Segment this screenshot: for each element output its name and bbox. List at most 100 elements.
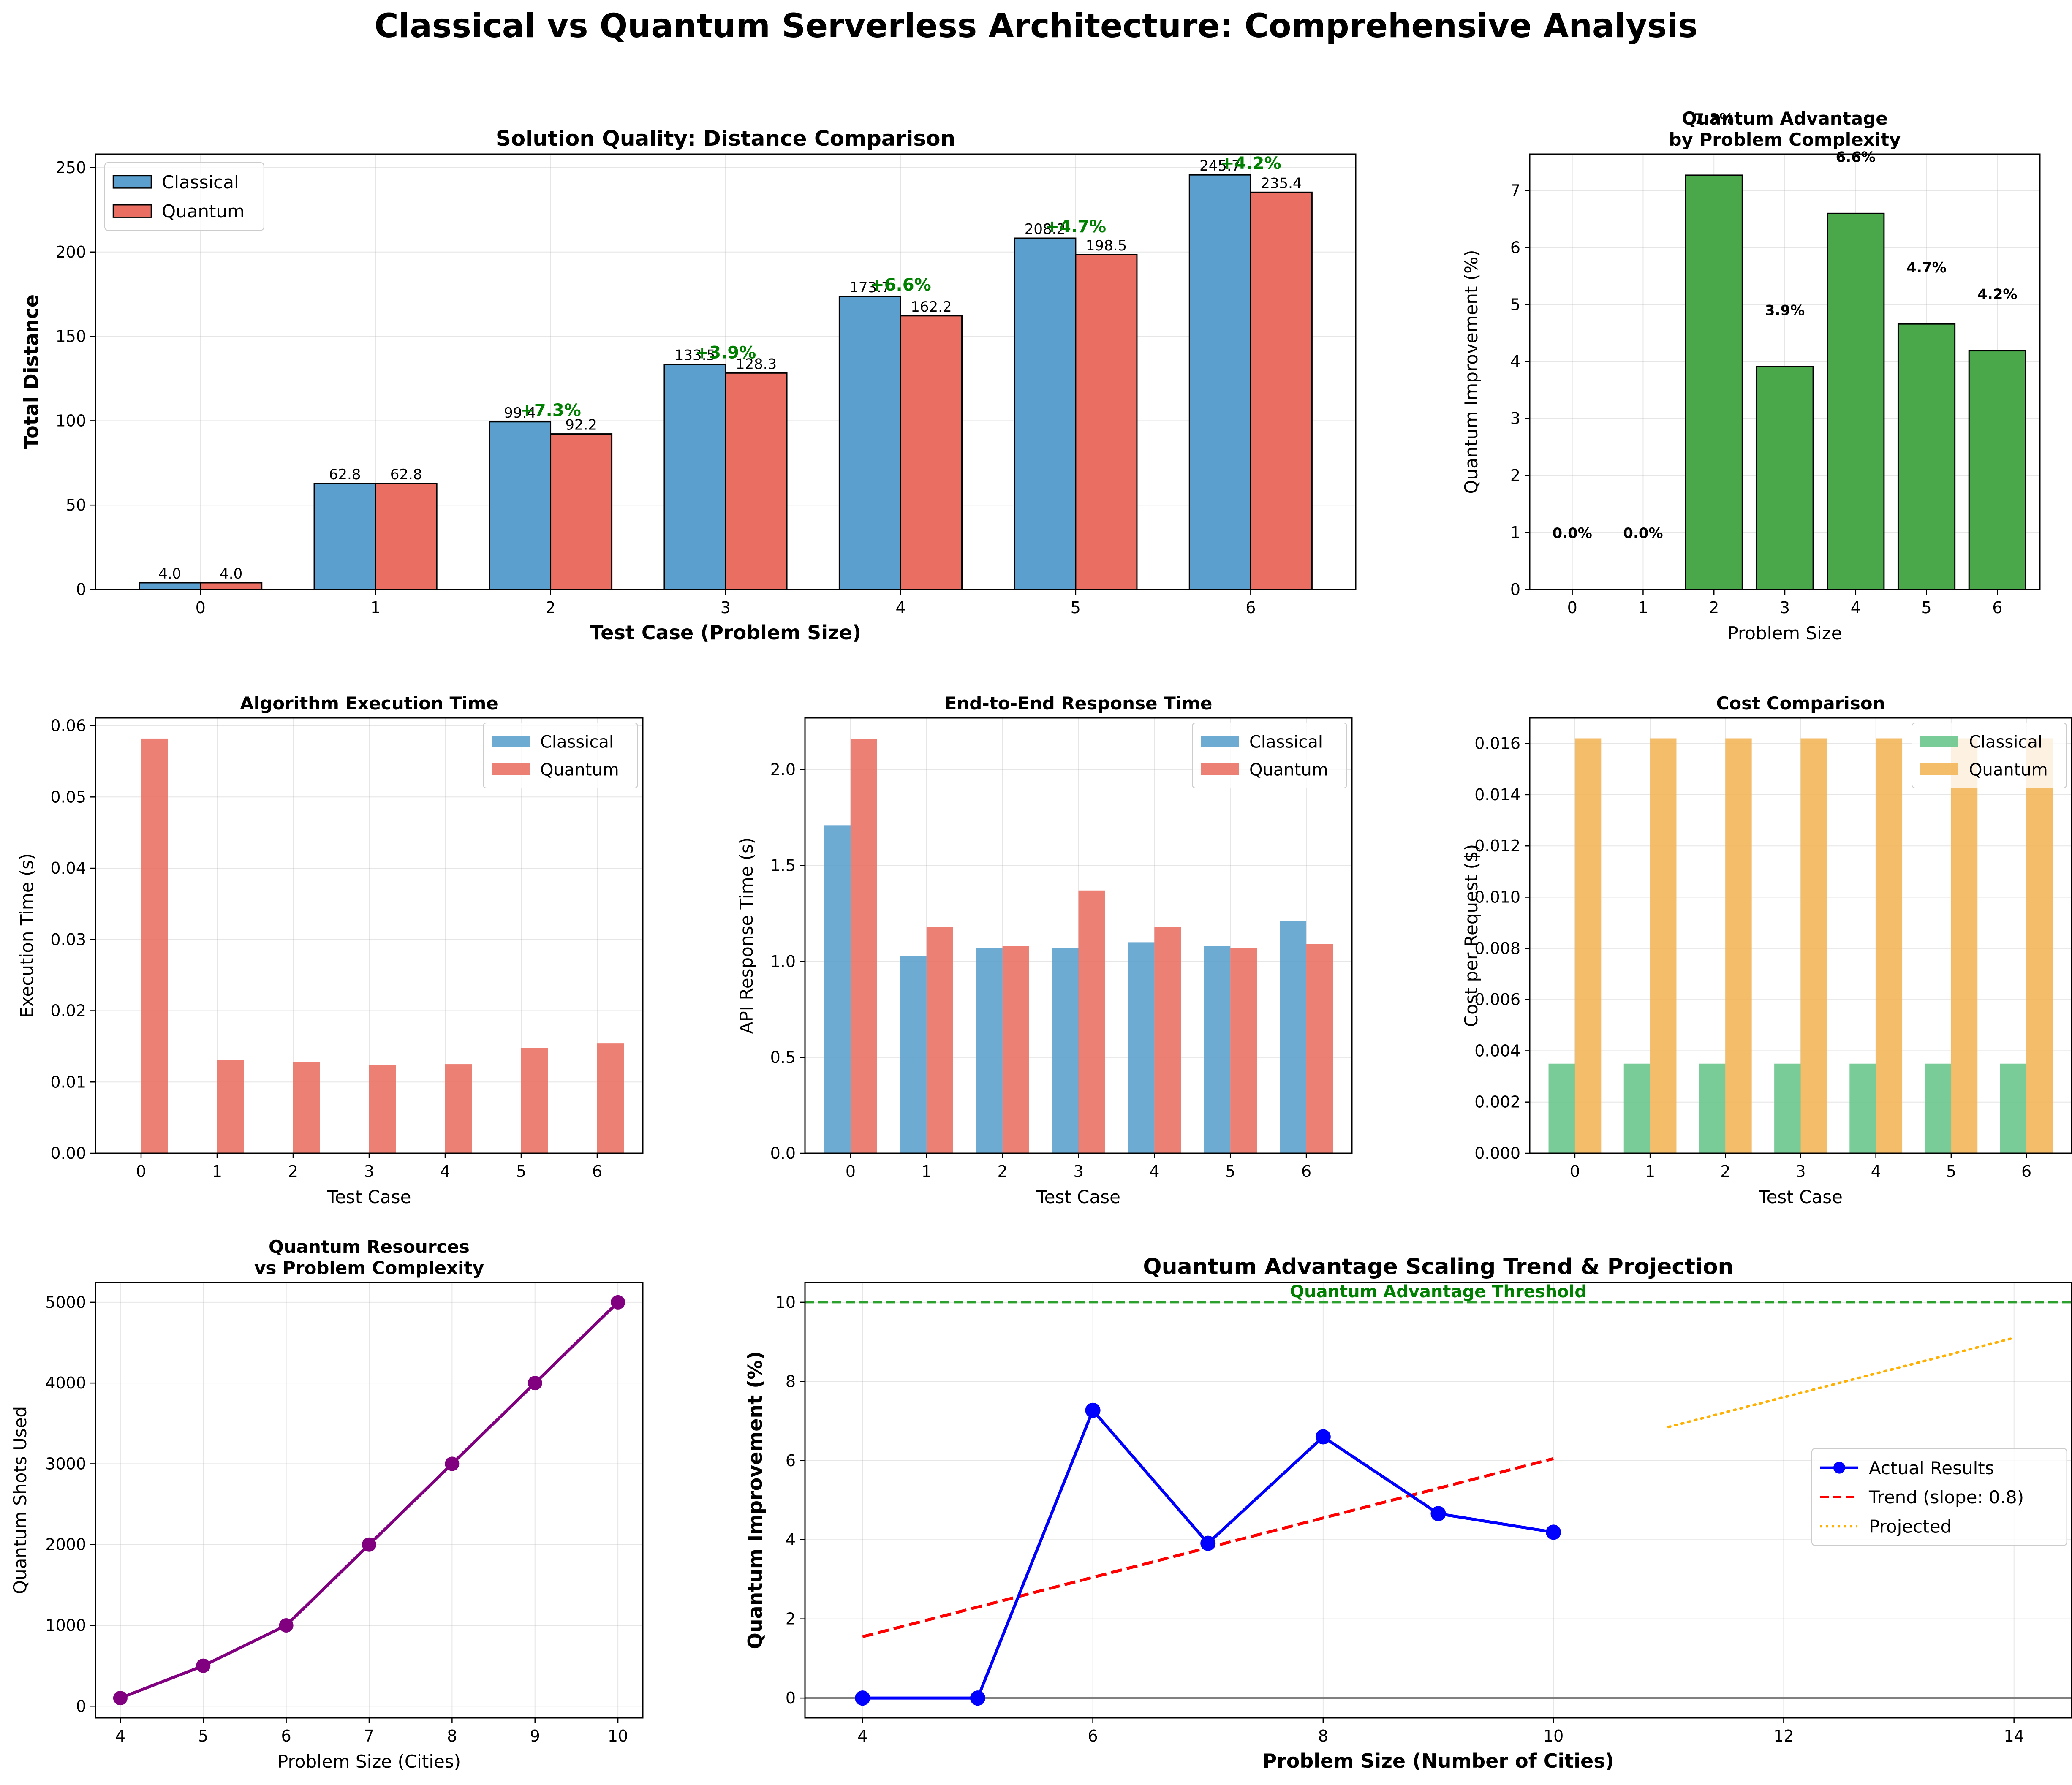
y-tick-label: 1.5 <box>770 856 796 875</box>
chart-title-line-1: Quantum Advantage <box>1682 108 1887 129</box>
y-tick-label: 6 <box>786 1451 796 1470</box>
bar-quantum-4 <box>1876 738 1903 1153</box>
legend-swatch <box>492 736 530 747</box>
x-tick-label: 6 <box>1992 598 2002 617</box>
x-tick-label: 3 <box>364 1162 374 1181</box>
axes-frame <box>1529 717 2072 1154</box>
actual-results-point <box>1430 1506 1446 1521</box>
x-tick-label: 0 <box>846 1162 856 1181</box>
y-tick-label: 150 <box>55 327 86 346</box>
legend-swatch <box>1920 736 1958 747</box>
plot-area-advantage: 0.0% 0.0% 7.3% 3.9% 6.6% 4.7% 4.2% <box>1553 111 2026 590</box>
x-tick-label: 5 <box>516 1162 526 1181</box>
x-tick-label: 0 <box>136 1162 146 1181</box>
bar-value-label: 128.3 <box>736 356 777 372</box>
bar-value-label: 162.2 <box>911 299 952 315</box>
y-tick-label: 100 <box>55 411 86 430</box>
bar-value-label: 62.8 <box>329 466 361 483</box>
y-tick-label: 0.008 <box>1474 939 1520 958</box>
actual-results-point <box>1200 1535 1216 1551</box>
y-axis-label: Cost per Request ($) <box>1461 844 1482 1027</box>
bar-value-label: 133.5 <box>674 347 715 364</box>
x-tick-label: 6 <box>592 1162 602 1181</box>
bar-improvement-5 <box>1897 323 1956 590</box>
x-tick-label: 5 <box>1921 598 1931 617</box>
bar-quantum-2 <box>293 1062 320 1153</box>
panel-distance: 4.0 4.0 62.8 62.8 99.4 92.2+7.3% 133.5 128.3+3.… <box>20 126 1357 644</box>
y-tick-label: 250 <box>55 158 86 177</box>
axes-resources: 4 5 6 7 8 9 10 0 1000 2000 3000 4000 5000 Problem Siz… <box>10 1236 644 1772</box>
bar-classical-3 <box>663 364 726 590</box>
axes-frame <box>804 1282 2072 1719</box>
bar-classical-1 <box>900 956 927 1153</box>
y-tick-label: 0 <box>1510 580 1520 599</box>
bar-classical-0 <box>824 825 851 1153</box>
axes-frame <box>95 153 1357 590</box>
y-tick-label: 5000 <box>45 1293 86 1312</box>
chart-title-line-2: vs Problem Complexity <box>254 1258 484 1278</box>
x-tick-label: 8 <box>447 1727 457 1745</box>
y-tick-label: 1000 <box>45 1616 86 1635</box>
bar-value-label: 99.4 <box>504 405 536 421</box>
y-tick-label: 2 <box>1510 466 1520 485</box>
bar-quantum-6 <box>1306 944 1333 1153</box>
panel-scaling: Quantum Advantage Threshold 4 6 8 10 12 14 0 2 4 6… <box>744 1254 2072 1772</box>
bar-classical-1 <box>313 483 376 590</box>
x-tick-label: 8 <box>1318 1727 1328 1745</box>
y-tick-label: 1.0 <box>770 952 796 971</box>
bar-improvement-4 <box>1827 212 1885 590</box>
legend-swatch <box>1201 736 1239 747</box>
bar-classical-2 <box>976 948 1003 1153</box>
bar-value-label: 4.0 <box>158 565 181 582</box>
bar-classical-0 <box>139 582 201 590</box>
x-tick-label: 5 <box>1225 1162 1235 1181</box>
x-axis-label: Test Case <box>327 1187 411 1207</box>
bar-quantum-0 <box>1574 738 1602 1153</box>
actual-results-point <box>1315 1429 1331 1445</box>
x-tick-label: 4 <box>1851 598 1861 617</box>
improvement-label: +4.7% <box>1045 217 1106 236</box>
bar-classical-0 <box>1548 1063 1575 1153</box>
y-tick-label: 4 <box>1510 352 1520 371</box>
x-tick-label: 4 <box>1871 1162 1881 1181</box>
bar-quantum-1 <box>375 483 438 590</box>
bar-improvement-2 <box>1685 174 1743 590</box>
x-tick-label: 3 <box>1795 1162 1806 1181</box>
shots-point <box>279 1618 294 1633</box>
chart-title: Solution Quality: Distance Comparison <box>496 126 955 151</box>
legend-label: Classical <box>540 732 614 752</box>
bar-classical-4 <box>1128 942 1155 1153</box>
y-tick-label: 0.006 <box>1474 990 1520 1009</box>
bar-value-label: 6.6% <box>1836 149 1876 166</box>
bar-classical-6 <box>1280 921 1307 1153</box>
bar-value-label: 4.2% <box>1977 286 2017 303</box>
y-tick-label: 0 <box>76 1697 86 1715</box>
bar-quantum-5 <box>1075 254 1138 590</box>
x-tick-label: 3 <box>1780 598 1790 617</box>
improvement-label: +6.6% <box>870 275 931 295</box>
projected-line <box>1667 1337 2015 1429</box>
y-tick-label: 2000 <box>45 1535 86 1554</box>
bar-quantum-6 <box>2026 738 2053 1153</box>
x-tick-label: 2 <box>1709 598 1719 617</box>
y-tick-label: 1 <box>1510 523 1520 542</box>
y-tick-label: 0.5 <box>770 1048 796 1067</box>
panel-response_time: 0 1 2 3 4 5 6 0.0 0.5 1.0 1.5 2.0 Test Case API Respo… <box>736 693 1353 1207</box>
y-axis-label: Total Distance <box>20 294 43 449</box>
shots-point <box>362 1537 376 1552</box>
x-tick-label: 10 <box>1543 1727 1564 1745</box>
x-tick-label: 2 <box>288 1162 298 1181</box>
actual-results-point <box>855 1690 870 1706</box>
x-tick-label: 5 <box>198 1727 208 1745</box>
plots-layer: 4.0 4.0 62.8 62.8 99.4 92.2+7.3% 133.5 128.3+3.… <box>10 108 2072 1772</box>
bar-quantum-2 <box>1725 738 1752 1153</box>
plot-area-resources <box>113 1295 625 1706</box>
bar-value-label: 208.2 <box>1025 221 1066 238</box>
x-tick-label: 10 <box>608 1727 628 1745</box>
x-tick-label: 4 <box>895 598 905 617</box>
bar-value-label: 4.0 <box>220 565 242 582</box>
y-axis-label: API Response Time (s) <box>736 837 757 1034</box>
x-axis-label: Problem Size (Cities) <box>277 1751 461 1772</box>
bar-value-label: 92.2 <box>565 417 597 434</box>
chart-title: Algorithm Execution Time <box>240 693 498 714</box>
